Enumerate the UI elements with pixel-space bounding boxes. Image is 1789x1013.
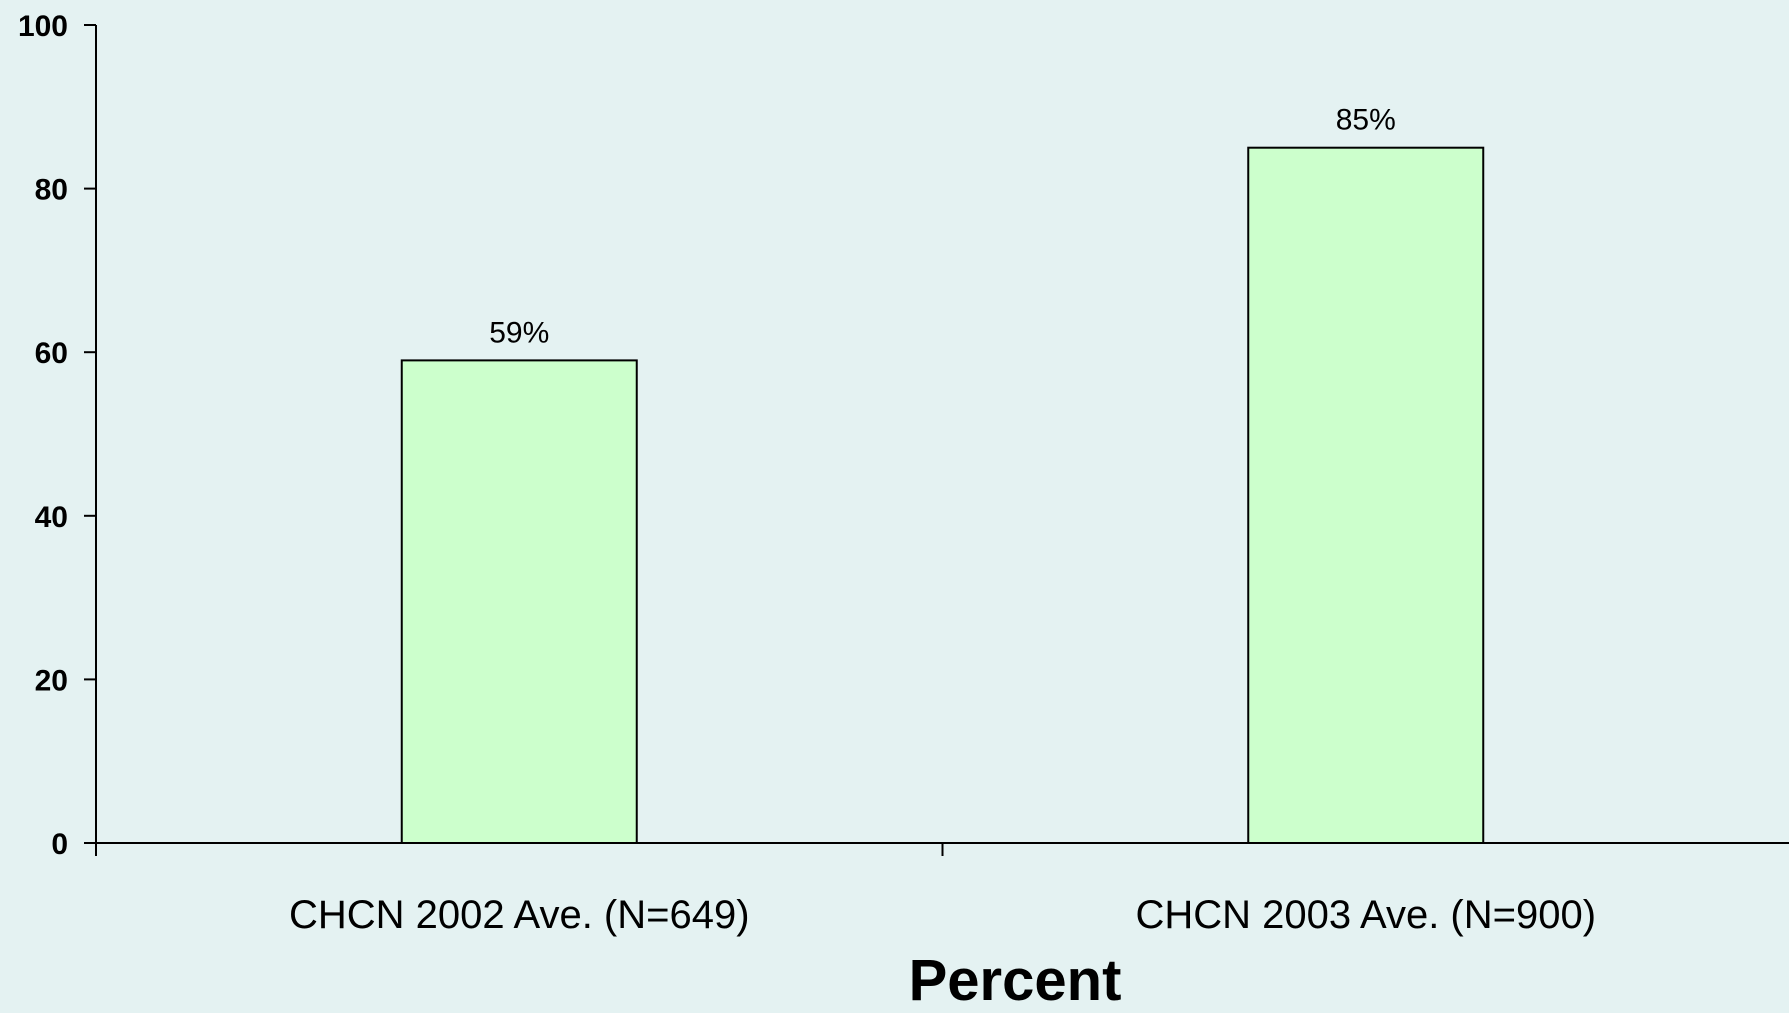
y-tick-label: 20	[35, 664, 68, 697]
y-tick-label: 80	[35, 174, 68, 207]
bar-value-label: 59%	[489, 316, 549, 349]
x-axis-title: Percent	[909, 948, 1122, 1008]
y-tick-label: 60	[35, 337, 68, 370]
bar-value-label: 85%	[1336, 104, 1396, 137]
y-tick-label: 40	[35, 501, 68, 534]
bars-layer	[402, 148, 1484, 843]
x-tick-label: CHCN 2002 Ave. (N=649)	[289, 893, 750, 937]
bar	[1248, 148, 1483, 843]
x-tick-label: CHCN 2003 Ave. (N=900)	[1135, 893, 1596, 937]
axes-layer	[84, 25, 1789, 856]
y-tick-label: 100	[18, 10, 68, 43]
bar	[402, 360, 637, 843]
y-tick-label: 0	[51, 828, 68, 861]
